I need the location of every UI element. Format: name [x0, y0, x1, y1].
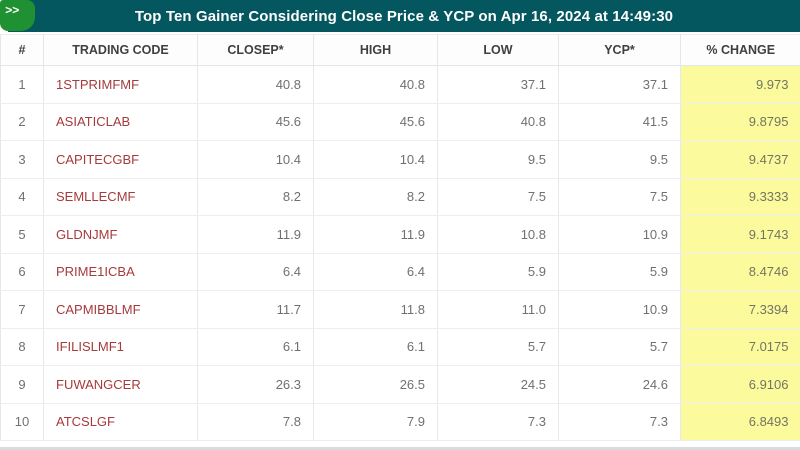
- ycp-cell: 10.9: [558, 215, 681, 254]
- rank-cell: 5: [0, 215, 44, 254]
- low-cell: 24.5: [437, 365, 559, 404]
- table-row: 6 PRIME1ICBA 6.4 6.4 5.9 5.9 8.4746: [0, 253, 800, 291]
- closep-cell: 26.3: [197, 365, 314, 404]
- ycp-cell: 37.1: [558, 65, 681, 104]
- trading-code-link[interactable]: 1STPRIMFMF: [43, 65, 198, 104]
- low-cell: 7.3: [437, 403, 559, 441]
- table-row: 3 CAPITECGBF 10.4 10.4 9.5 9.5 9.4737: [0, 140, 800, 179]
- percent-change-cell: 9.3333: [680, 178, 800, 216]
- column-header-trading-code: TRADING CODE: [43, 34, 198, 66]
- closep-cell: 10.4: [197, 140, 314, 179]
- low-cell: 40.8: [437, 103, 559, 141]
- table-row: 8 IFILISLMF1 6.1 6.1 5.7 5.7 7.0175: [0, 328, 800, 366]
- trading-code-link[interactable]: PRIME1ICBA: [43, 253, 198, 291]
- ycp-cell: 9.5: [558, 140, 681, 179]
- ycp-cell: 5.9: [558, 253, 681, 291]
- trading-code-link[interactable]: ATCSLGF: [43, 403, 198, 441]
- high-cell: 10.4: [313, 140, 438, 179]
- percent-change-cell: 6.9106: [680, 365, 800, 404]
- percent-change-cell: 6.8493: [680, 403, 800, 441]
- expand-toggle-button[interactable]: >>: [0, 0, 35, 31]
- trading-code-link[interactable]: CAPMIBBLMF: [43, 290, 198, 329]
- closep-cell: 6.4: [197, 253, 314, 291]
- table-row: 7 CAPMIBBLMF 11.7 11.8 11.0 10.9 7.3394: [0, 290, 800, 329]
- low-cell: 9.5: [437, 140, 559, 179]
- high-cell: 7.9: [313, 403, 438, 441]
- low-cell: 37.1: [437, 65, 559, 104]
- rank-cell: 3: [0, 140, 44, 179]
- title-bar: Top Ten Gainer Considering Close Price &…: [8, 0, 800, 32]
- ycp-cell: 5.7: [558, 328, 681, 366]
- bottom-divider: [0, 447, 800, 450]
- low-cell: 10.8: [437, 215, 559, 254]
- ycp-cell: 7.5: [558, 178, 681, 216]
- closep-cell: 11.7: [197, 290, 314, 329]
- table-row: 2 ASIATICLAB 45.6 45.6 40.8 41.5 9.8795: [0, 103, 800, 141]
- column-header-rank: #: [0, 34, 44, 66]
- closep-cell: 8.2: [197, 178, 314, 216]
- trading-code-link[interactable]: IFILISLMF1: [43, 328, 198, 366]
- percent-change-cell: 9.973: [680, 65, 800, 104]
- rank-cell: 4: [0, 178, 44, 216]
- column-header-closep: CLOSEP*: [197, 34, 314, 66]
- page-title: Top Ten Gainer Considering Close Price &…: [134, 7, 674, 25]
- closep-cell: 6.1: [197, 328, 314, 366]
- table-row: 4 SEMLLECMF 8.2 8.2 7.5 7.5 9.3333: [0, 178, 800, 216]
- percent-change-cell: 9.1743: [680, 215, 800, 254]
- high-cell: 6.4: [313, 253, 438, 291]
- high-cell: 26.5: [313, 365, 438, 404]
- high-cell: 11.9: [313, 215, 438, 254]
- table-row: 9 FUWANGCER 26.3 26.5 24.5 24.6 6.9106: [0, 365, 800, 404]
- table-row: 5 GLDNJMF 11.9 11.9 10.8 10.9 9.1743: [0, 215, 800, 254]
- trading-code-link[interactable]: CAPITECGBF: [43, 140, 198, 179]
- closep-cell: 45.6: [197, 103, 314, 141]
- ycp-cell: 24.6: [558, 365, 681, 404]
- percent-change-cell: 7.0175: [680, 328, 800, 366]
- gainers-table: # TRADING CODE CLOSEP* HIGH LOW YCP*% CHANGE …: [0, 34, 800, 441]
- trading-code-link[interactable]: ASIATICLAB: [43, 103, 198, 141]
- rank-cell: 1: [0, 65, 44, 104]
- closep-cell: 7.8: [197, 403, 314, 441]
- double-chevron-right-icon: >>: [5, 3, 20, 17]
- low-cell: 7.5: [437, 178, 559, 216]
- high-cell: 45.6: [313, 103, 438, 141]
- rank-cell: 9: [0, 365, 44, 404]
- trading-code-link[interactable]: SEMLLECMF: [43, 178, 198, 216]
- trading-code-link[interactable]: FUWANGCER: [43, 365, 198, 404]
- high-cell: 40.8: [313, 65, 438, 104]
- column-header-percent-change: % CHANGE: [680, 34, 800, 66]
- table-row: 1 1STPRIMFMF 40.8 40.8 37.1 37.1 9.973: [0, 65, 800, 104]
- high-cell: 8.2: [313, 178, 438, 216]
- low-cell: 5.7: [437, 328, 559, 366]
- percent-change-cell: 9.4737: [680, 140, 800, 179]
- rank-cell: 10: [0, 403, 44, 441]
- trading-code-link[interactable]: GLDNJMF: [43, 215, 198, 254]
- high-cell: 6.1: [313, 328, 438, 366]
- rank-cell: 8: [0, 328, 44, 366]
- percent-change-cell: 9.8795: [680, 103, 800, 141]
- column-header-low: LOW: [437, 34, 559, 66]
- ycp-cell: 7.3: [558, 403, 681, 441]
- rank-cell: 2: [0, 103, 44, 141]
- closep-cell: 11.9: [197, 215, 314, 254]
- table-header-row: # TRADING CODE CLOSEP* HIGH LOW YCP*% CHANGE: [0, 34, 800, 66]
- column-header-ycp: YCP*: [558, 34, 681, 66]
- ycp-cell: 41.5: [558, 103, 681, 141]
- rank-cell: 7: [0, 290, 44, 329]
- ycp-cell: 10.9: [558, 290, 681, 329]
- closep-cell: 40.8: [197, 65, 314, 104]
- column-header-high: HIGH: [313, 34, 438, 66]
- low-cell: 5.9: [437, 253, 559, 291]
- high-cell: 11.8: [313, 290, 438, 329]
- low-cell: 11.0: [437, 290, 559, 329]
- rank-cell: 6: [0, 253, 44, 291]
- percent-change-cell: 8.4746: [680, 253, 800, 291]
- table-row: 10 ATCSLGF 7.8 7.9 7.3 7.3 6.8493: [0, 403, 800, 441]
- percent-change-cell: 7.3394: [680, 290, 800, 329]
